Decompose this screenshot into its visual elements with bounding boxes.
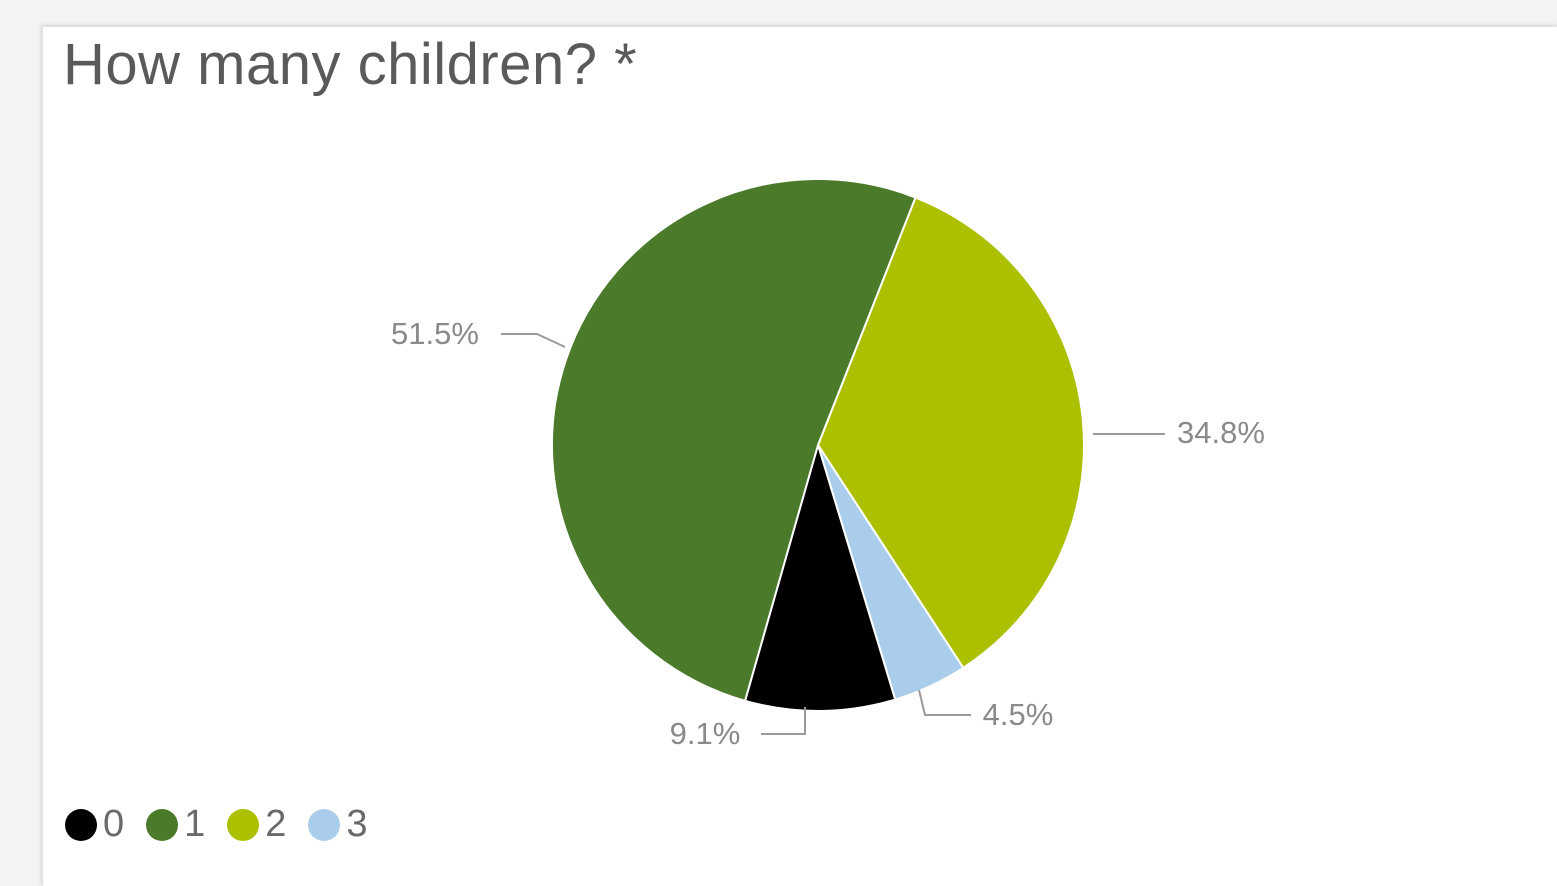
- pie-leader-lines: [501, 333, 1165, 735]
- leader-line-1: [501, 333, 566, 348]
- legend-swatch-2: [227, 808, 260, 841]
- slice-label-1: 51.5%: [391, 316, 479, 351]
- slice-label-3: 4.5%: [983, 697, 1054, 732]
- leader-line-3: [918, 689, 971, 716]
- question-title: How many children? *: [63, 32, 638, 97]
- pie-slice-1[interactable]: [551, 178, 917, 703]
- pie-labels: 9.1% 51.5% 34.8% 4.5%: [391, 316, 1265, 751]
- legend-label-0: 0: [103, 803, 125, 845]
- legend-swatch-0: [65, 808, 97, 841]
- slice-label-2: 34.8%: [1177, 415, 1265, 450]
- legend-item-1[interactable]: 1: [146, 803, 205, 846]
- pie-slices: [551, 178, 1085, 712]
- legend-item-0[interactable]: 0: [65, 803, 124, 846]
- legend-label-1: 1: [184, 803, 206, 845]
- pie-slice-2[interactable]: [816, 196, 1085, 670]
- slice-label-0: 9.1%: [670, 716, 741, 751]
- legend-swatch-3: [308, 808, 341, 841]
- leader-line-0: [761, 707, 806, 735]
- pie-slice-0[interactable]: [743, 441, 897, 712]
- legend-swatch-1: [146, 808, 179, 841]
- chart-legend: 0 1 2 3: [65, 803, 390, 846]
- legend-item-3[interactable]: 3: [308, 803, 368, 846]
- chart-card: How many children? * 9.1% 51.5% 34.8% 4.5% …: [42, 26, 1557, 886]
- pie-chart: 9.1% 51.5% 34.8% 4.5%: [391, 178, 1265, 751]
- legend-item-2[interactable]: 2: [227, 803, 286, 846]
- legend-label-2: 2: [265, 803, 287, 845]
- legend-label-3: 3: [346, 803, 368, 845]
